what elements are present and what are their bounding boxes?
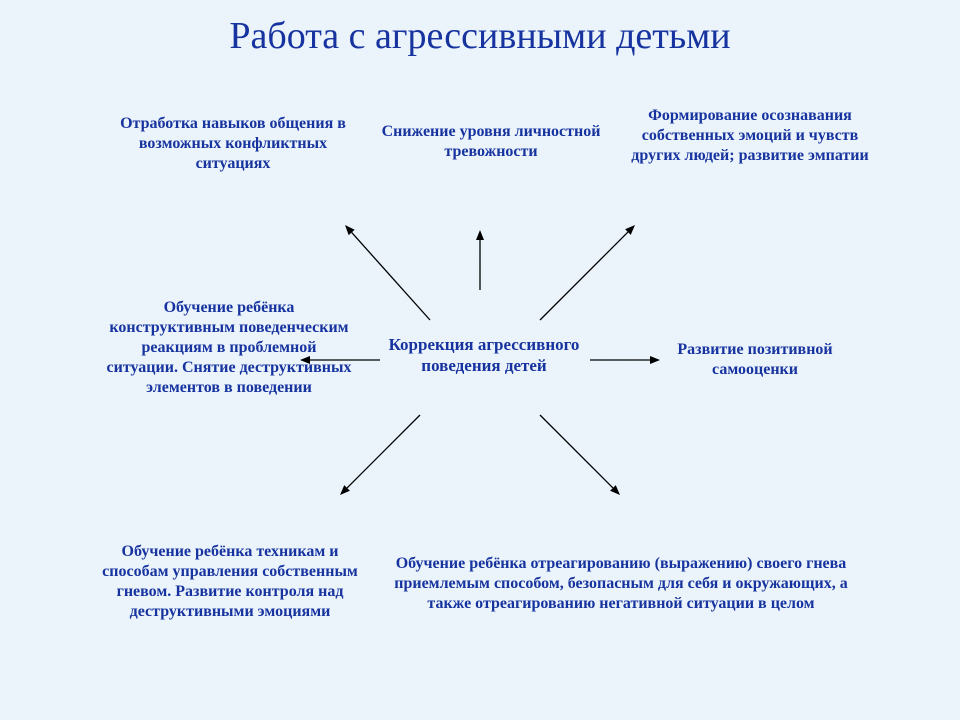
node-anger-control: Обучение ребёнка техникам и способам упр… bbox=[100, 542, 360, 622]
slide: Работа с агрессивными детьми Коррекция а… bbox=[0, 0, 960, 720]
node-skills: Отработка навыков общения в возможных ко… bbox=[118, 114, 348, 174]
node-expression: Обучение ребёнка отреагированию (выражен… bbox=[376, 554, 866, 614]
node-anxiety: Снижение уровня личностной тревожности bbox=[376, 122, 606, 162]
node-constructive: Обучение ребёнка конструктивным поведенч… bbox=[104, 298, 354, 398]
node-empathy: Формирование осознавания собственных эмо… bbox=[620, 106, 880, 166]
center-node: Коррекция агрессивного поведения детей bbox=[384, 334, 584, 377]
node-selfesteem: Развитие позитивной самооценки bbox=[650, 340, 860, 380]
slide-title: Работа с агрессивными детьми bbox=[0, 14, 960, 58]
